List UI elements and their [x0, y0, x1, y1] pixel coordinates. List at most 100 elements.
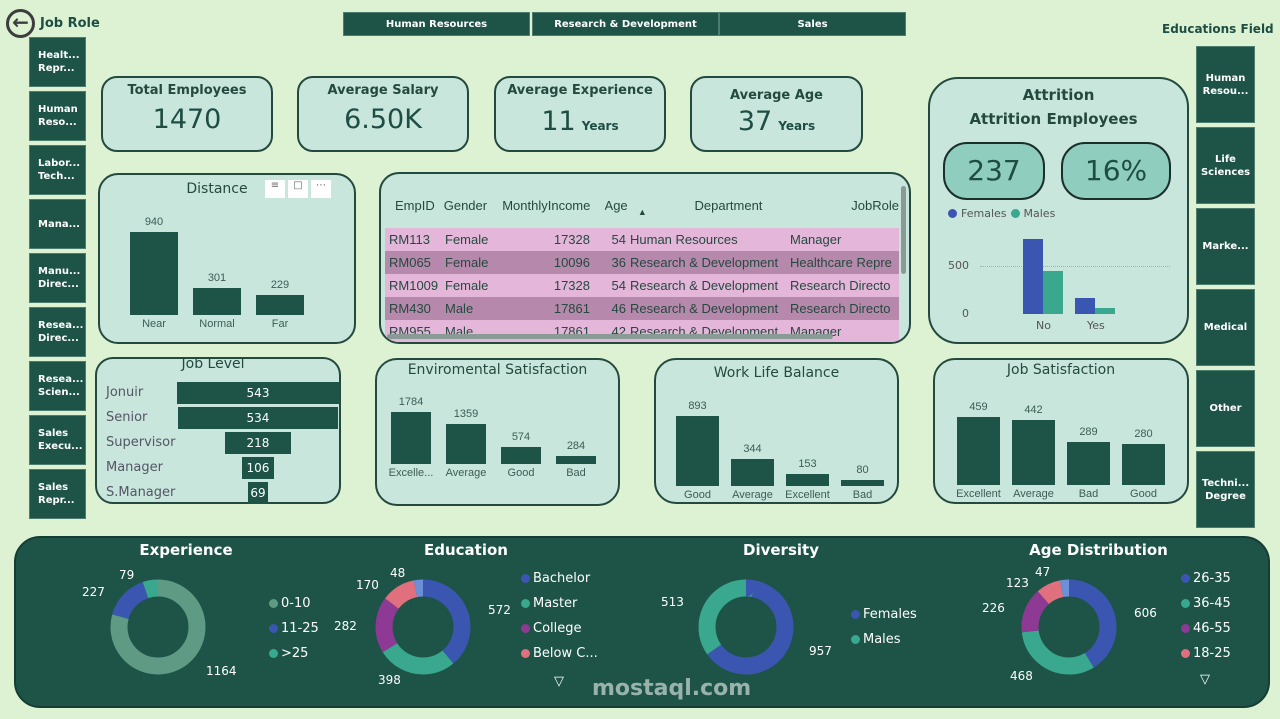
bar[interactable]	[1012, 419, 1055, 485]
col-age[interactable]: Age	[604, 197, 628, 213]
job-role-slicer-item[interactable]: Healt... Repr...	[29, 37, 86, 87]
table-row[interactable]: RM430 Male 17861 46 Research & Development Re…	[385, 297, 899, 320]
attrition-title: Attrition	[1022, 86, 1095, 104]
bar[interactable]: 69	[247, 482, 269, 504]
department-slicer-item[interactable]: Human Resources	[343, 12, 530, 36]
age-legend-2[interactable]: 46-55	[1181, 621, 1231, 636]
table-row[interactable]: RM065 Female 10096 36 Research & Development…	[385, 251, 899, 274]
job-role-slicer-item[interactable]: Labor... Tech...	[29, 145, 86, 195]
bar-males[interactable]	[1095, 307, 1115, 314]
exp-legend-2[interactable]: >25	[269, 646, 308, 661]
table-row[interactable]: RM1009 Female 17328 54 Research & Developmen…	[385, 274, 899, 297]
legend-scroll-down-icon[interactable]: ▽	[554, 674, 564, 689]
bar[interactable]	[731, 459, 774, 486]
bar[interactable]	[256, 294, 304, 315]
exp-legend-1[interactable]: 11-25	[269, 621, 319, 636]
job-role-slicer-item[interactable]: Sales Execu...	[29, 415, 86, 465]
education-field-slicer-item[interactable]: Marke...	[1196, 208, 1255, 285]
donut-segment[interactable]	[110, 579, 206, 675]
bar[interactable]: 534	[177, 407, 339, 429]
diversity-title: Diversity	[743, 541, 819, 559]
bar[interactable]: 106	[242, 457, 274, 479]
bar[interactable]	[193, 288, 241, 315]
legend-scroll-down-icon[interactable]: ▽	[1200, 672, 1210, 687]
job-role-slicer-item[interactable]: Resea... Scien...	[29, 361, 86, 411]
age-distribution-title: Age Distribution	[1029, 541, 1168, 559]
bar[interactable]	[391, 412, 431, 464]
col-department[interactable]: Department	[694, 197, 763, 213]
bar-females[interactable]	[1075, 298, 1095, 314]
bar[interactable]	[957, 417, 1000, 485]
category-label: Manager	[106, 460, 163, 475]
department-slicer-item[interactable]: Sales	[719, 12, 906, 36]
bar[interactable]	[786, 474, 829, 486]
col-monthlyincome[interactable]: MonthlyIncome	[502, 197, 591, 213]
exp-legend-0[interactable]: 0-10	[269, 596, 311, 611]
donut-segment[interactable]	[1021, 579, 1117, 675]
job-role-slicer-item[interactable]: Human Reso...	[29, 91, 86, 141]
data-label: 543	[246, 386, 270, 400]
table-cell: RM1009	[389, 278, 439, 293]
bar[interactable]	[501, 447, 541, 464]
data-label: 301	[207, 272, 227, 285]
back-arrow-icon[interactable]: ←	[6, 9, 35, 38]
bar[interactable]	[446, 424, 486, 464]
age-legend-0[interactable]: 26-35	[1181, 571, 1231, 586]
donut-segment[interactable]	[375, 579, 471, 675]
education-field-slicer-item[interactable]: Medical	[1196, 289, 1255, 366]
donut-segment[interactable]	[375, 579, 471, 675]
job-role-slicer-item[interactable]: Resea... Direc...	[29, 307, 86, 357]
kpi-number: 6.50K	[344, 104, 422, 135]
job-role-slicer-item[interactable]: Manu... Direc...	[29, 253, 86, 303]
focus-mode-icon[interactable]: □	[288, 180, 308, 198]
data-label: 574	[511, 431, 531, 444]
donut-segment[interactable]	[1021, 579, 1117, 675]
bar[interactable]	[676, 416, 719, 486]
bar[interactable]	[1122, 443, 1165, 485]
horizontal-scrollbar[interactable]	[387, 334, 833, 339]
table-row[interactable]: RM955 Male 17861 42 Research & Development Ma…	[385, 320, 899, 342]
age-legend-3[interactable]: 18-25	[1181, 646, 1231, 661]
bar[interactable]	[1067, 442, 1110, 485]
env-satisfaction-card: Enviromental Satisfaction 1784 Excelle...…	[375, 358, 620, 506]
edu-legend-3[interactable]: Below C...	[521, 646, 598, 661]
bar-females[interactable]	[1023, 238, 1043, 314]
bar[interactable]	[841, 479, 884, 486]
donut-segment[interactable]	[1021, 579, 1117, 675]
donut-segment[interactable]	[375, 579, 471, 675]
edu-legend-0[interactable]: Bachelor	[521, 571, 590, 586]
job-role-slicer-item[interactable]: Mana...	[29, 199, 86, 249]
education-field-slicer-item[interactable]: Techni... Degree	[1196, 451, 1255, 528]
job-role-slicer-item[interactable]: Sales Repr...	[29, 469, 86, 519]
kpi-title: Total Employees	[127, 83, 247, 98]
div-legend-1[interactable]: Males	[851, 632, 901, 647]
donut-segment[interactable]	[698, 579, 794, 675]
col-gender[interactable]: Gender	[443, 197, 488, 213]
bar[interactable]: 543	[176, 382, 340, 404]
bar[interactable]: 218	[225, 432, 291, 454]
sort-ascending-icon[interactable]: ▲	[637, 207, 647, 217]
bar[interactable]	[556, 455, 596, 464]
bar-males[interactable]	[1043, 271, 1063, 314]
bar[interactable]	[130, 232, 178, 315]
age-legend-1[interactable]: 36-45	[1181, 596, 1231, 611]
education-field-slicer-item[interactable]: Life Sciences	[1196, 127, 1255, 204]
col-empid[interactable]: EmpID	[395, 197, 435, 213]
col-jobrole[interactable]: JobRole	[851, 197, 899, 213]
department-slicer-item[interactable]: Research & Development	[532, 12, 719, 36]
education-field-slicer-item[interactable]: Human Resou...	[1196, 46, 1255, 123]
kpi-card: Total Employees 1470	[101, 76, 273, 152]
table-row[interactable]: RM113 Female 17328 54 Human Resources Manager	[385, 228, 899, 251]
edu-legend-1[interactable]: Master	[521, 596, 577, 611]
div-legend-0[interactable]: Females	[851, 607, 917, 622]
edu-legend-2[interactable]: College	[521, 621, 582, 636]
vertical-scrollbar[interactable]	[901, 186, 906, 274]
legend-males: Males	[1023, 207, 1056, 220]
distance-title: Distance	[186, 181, 248, 197]
filter-icon[interactable]: ≡	[265, 180, 285, 198]
attrition-card: Attrition Attrition Employees 237 16% Fe…	[928, 77, 1189, 344]
more-options-icon[interactable]: ⋯	[311, 180, 331, 198]
distance-card: Distance ≡ □ ⋯ 940 Near 301 Normal 229 Far	[98, 173, 356, 344]
education-field-slicer-item[interactable]: Other	[1196, 370, 1255, 447]
data-label: 893	[688, 400, 707, 412]
